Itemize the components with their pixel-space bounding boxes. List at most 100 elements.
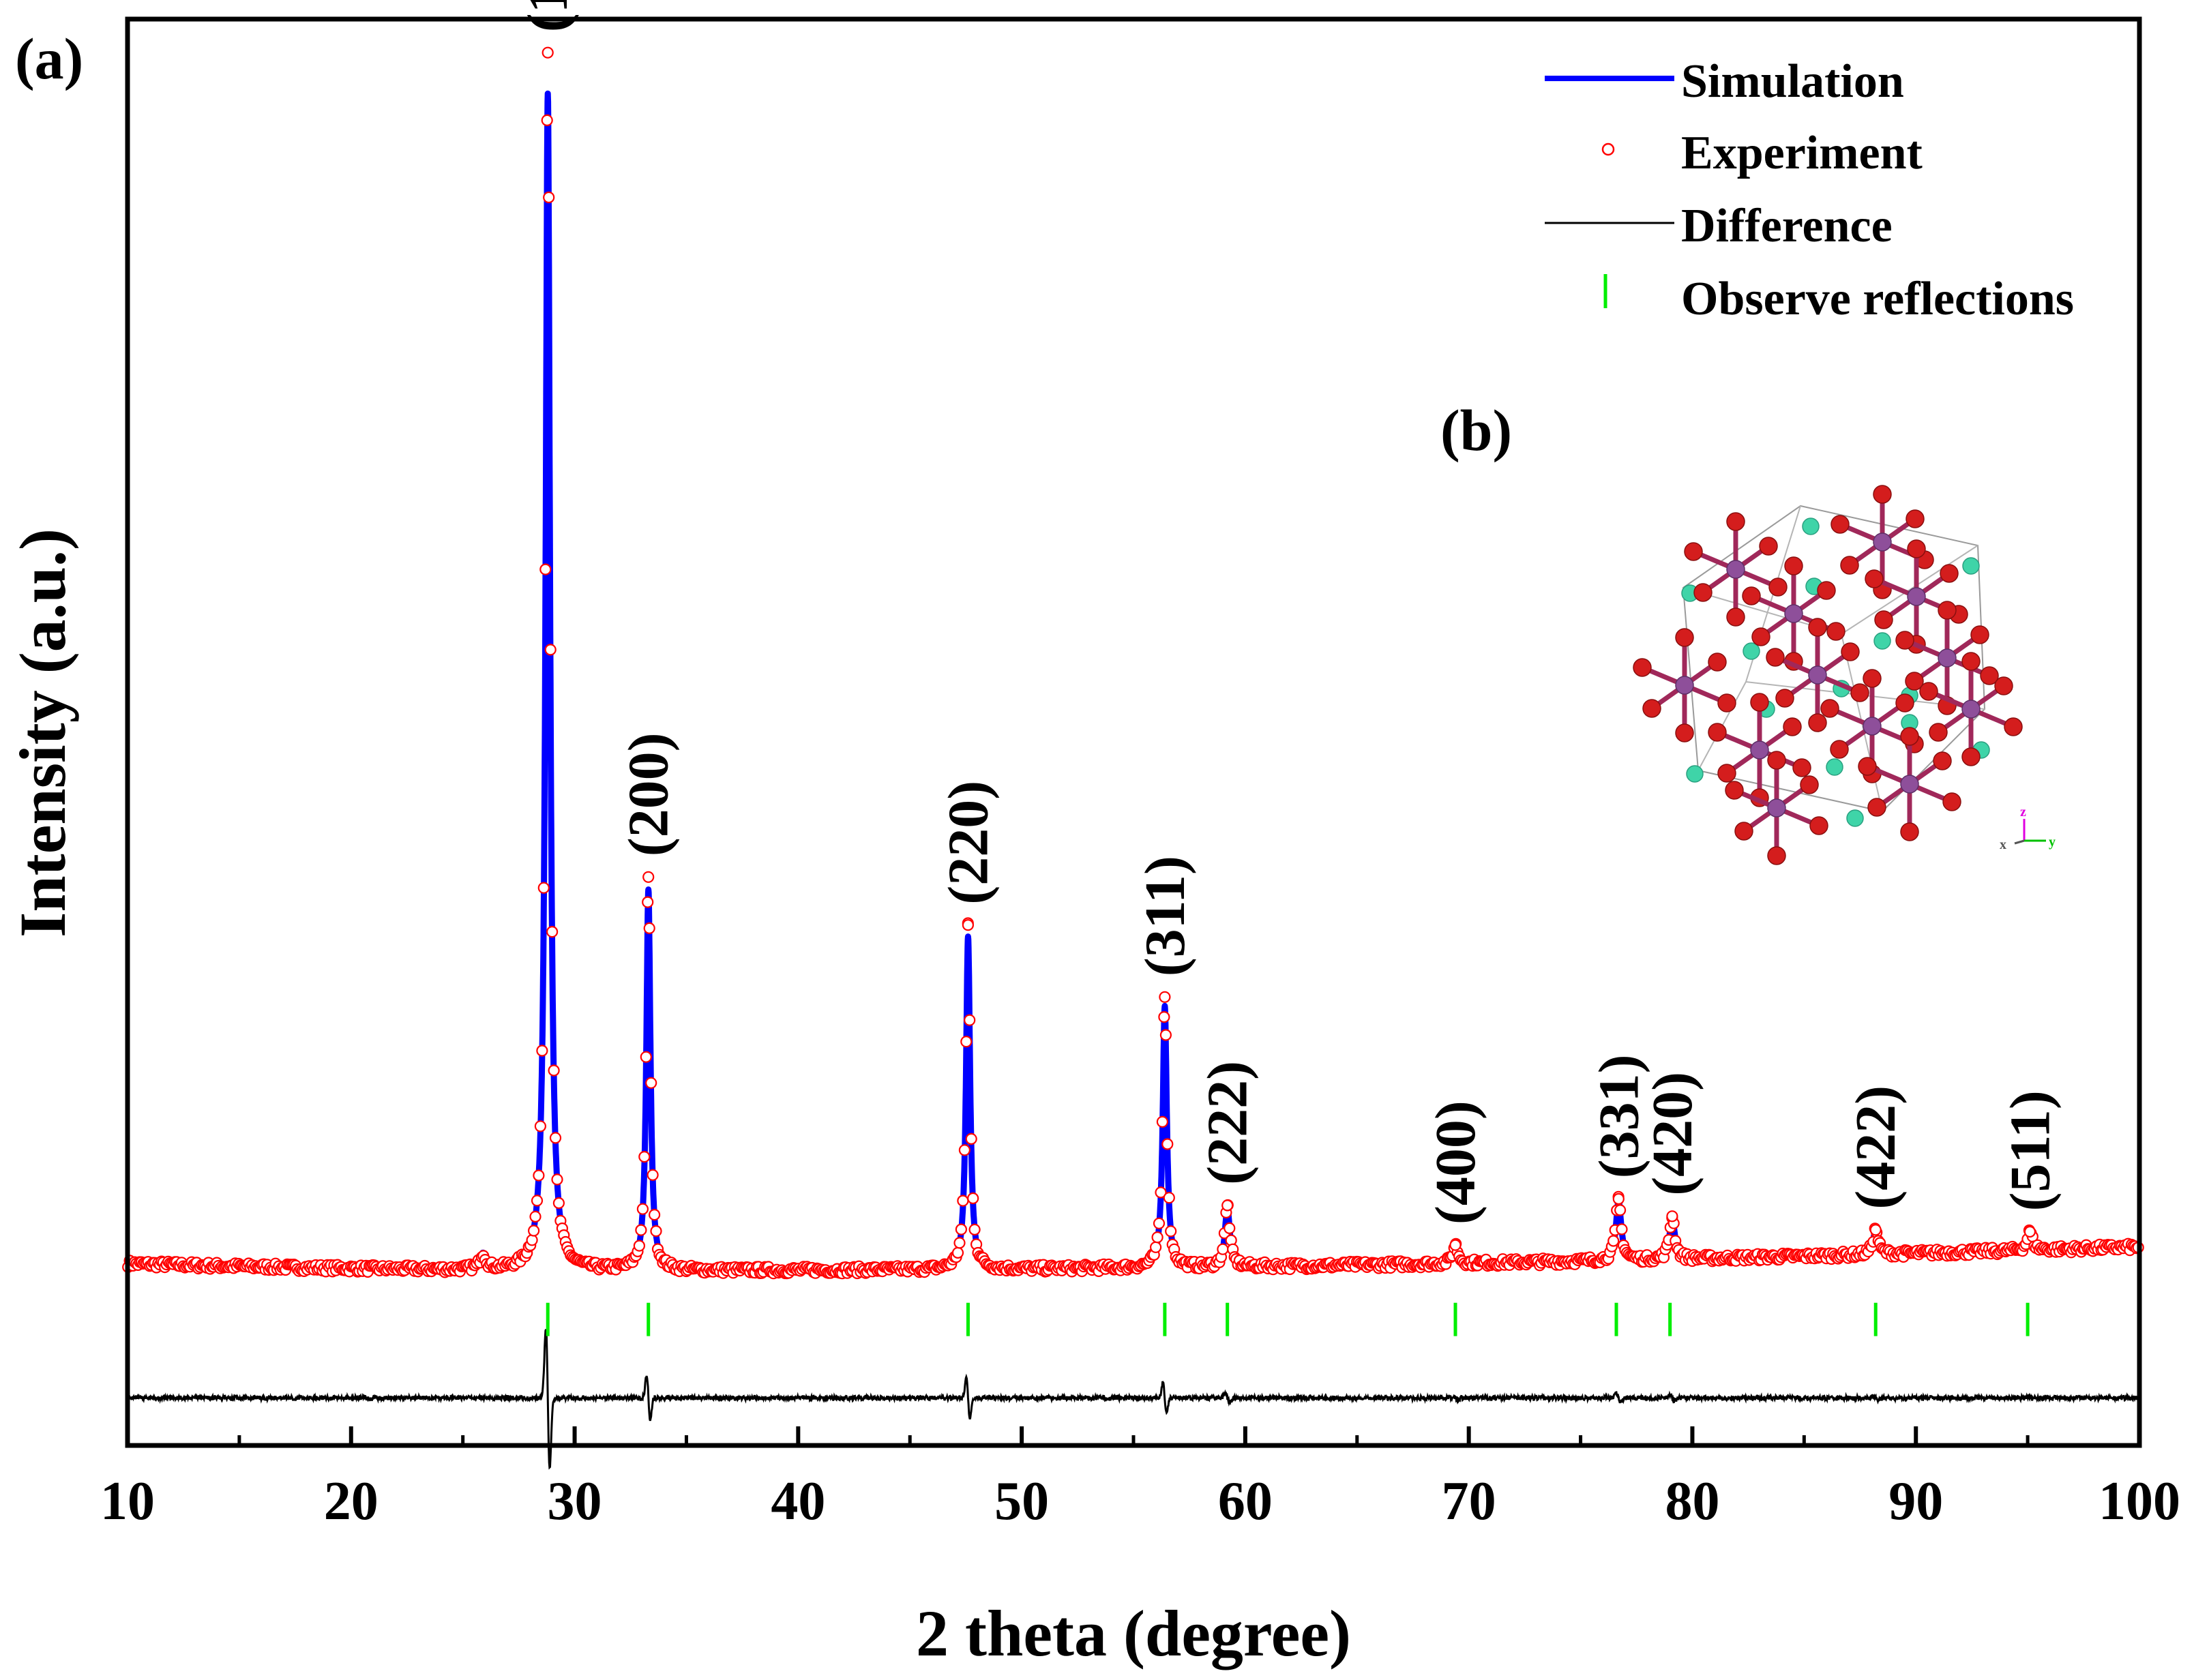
experiment-point [643,922,655,935]
metal-atom [1808,665,1827,685]
experiment-point [531,1195,544,1207]
experiment-point [1163,1192,1175,1204]
experiment-point [645,1077,657,1089]
oxygen-atom [1726,512,1745,531]
octahedron [1865,539,1968,654]
cation-atom [1686,765,1704,783]
x-tick-label: 80 [1665,1471,1719,1531]
x-tick-label: 40 [771,1471,825,1531]
oxygen-atom [1675,723,1694,742]
experiment-point [527,1225,540,1237]
oxygen-atom [1792,758,1811,777]
cation-atom [1802,518,1820,535]
oxygen-atom [1717,693,1736,712]
oxygen-atom [1633,658,1652,677]
legend-label: Observe reflections [1681,273,2074,325]
oxygen-atom [1942,792,1961,811]
oxygen-atom [1865,569,1884,588]
metal-atom [1863,717,1882,736]
experiment-point [647,1169,659,1181]
experiment-point [968,1223,981,1236]
oxygen-atom [1906,509,1925,528]
oxygen-atom [1933,751,1952,770]
oxygen-atom [1874,610,1893,629]
oxygen-atom [1742,586,1761,605]
axis-x-label: x [2000,837,2006,852]
oxygen-atom [1708,723,1727,742]
experiment-point [548,1064,560,1077]
experiment-point [640,1051,652,1063]
oxygen-atom [1900,822,1919,841]
axis-z-label: z [2020,805,2026,820]
experiment-layer [122,46,2144,1280]
oxygen-atom [1900,727,1919,746]
oxygen-atom [1766,648,1785,667]
experiment-point [958,1144,971,1156]
panel-label-b: (b) [1440,397,1512,463]
legend: Simulation Experiment Difference Observe re… [1545,55,2074,325]
oxygen-atom [1675,628,1694,647]
oxygen-atom [1961,747,1981,766]
oxygen-atom [1820,699,1839,718]
axis-y-label: y [2049,835,2056,850]
x-tick-label: 60 [1218,1471,1273,1531]
peak-label: (331) [1587,1054,1650,1178]
metal-atom [1726,560,1745,579]
oxygen-atom [1863,669,1882,688]
experiment-point [953,1237,966,1249]
peak-label: (222) [1196,1061,1260,1185]
experiment-point [967,1192,979,1205]
axis-x-arrow [2014,839,2025,845]
metal-atom [1907,587,1926,606]
experiment-point [537,882,550,894]
metal-atom [1784,604,1803,623]
x-tick-label: 20 [324,1471,379,1531]
legend-experiment-marker [1601,142,1615,156]
peak-label: (420) [1641,1072,1704,1196]
crystal-structure-inset: z x y [1633,485,2056,865]
metal-atom [1938,648,1957,668]
experiment-point [1607,1235,1620,1247]
oxygen-atom [1961,652,1981,671]
x-tick-label: 10 [100,1471,155,1531]
y-axis-label: Intensity (a.u.) [6,528,79,937]
octahedron [1708,693,1811,807]
legend-label: Simulation [1681,55,1904,108]
experiment-point [526,1234,538,1246]
cation-atom [1846,809,1864,827]
experiment-point [642,896,654,908]
difference-layer [126,1329,2141,1470]
legend-label: Experiment [1681,127,1923,179]
octahedron [1725,751,1828,865]
oxygen-atom [1830,740,1849,759]
experiment-point [1666,1210,1678,1222]
experiment-point [1158,1010,1170,1023]
reflections-layer [546,1302,2030,1336]
experiment-point [546,925,559,938]
oxygen-atom [1808,618,1827,637]
oxygen-atom [1642,699,1661,718]
cation-atom [1962,557,1980,575]
oxygen-atom [1809,816,1828,835]
cation-atom [1873,632,1891,650]
oxygen-atom [1717,764,1736,783]
oxygen-atom [1841,642,1860,661]
oxygen-atom [1808,713,1827,732]
oxygen-atom [1850,683,1869,702]
oxygen-atom [1994,676,2013,695]
oxygen-atom [1980,666,1999,685]
oxygen-atom [2004,717,2023,736]
octahedron [1858,727,1961,841]
experiment-point [1161,1138,1174,1150]
peak-label: (220) [936,781,1000,905]
experiment-point [1149,1241,1162,1253]
x-axis: 10 20 30 40 50 60 70 80 90 100 [100,1426,2180,1531]
x-tick-label: 100 [2099,1471,2180,1531]
experiment-point [1165,1225,1177,1238]
experiment-point [534,1120,547,1132]
metal-atom [1767,798,1786,817]
experiment-point [529,1210,542,1223]
experiment-point [542,46,554,59]
x-tick-label: 70 [1442,1471,1496,1531]
experiment-point [955,1223,968,1235]
